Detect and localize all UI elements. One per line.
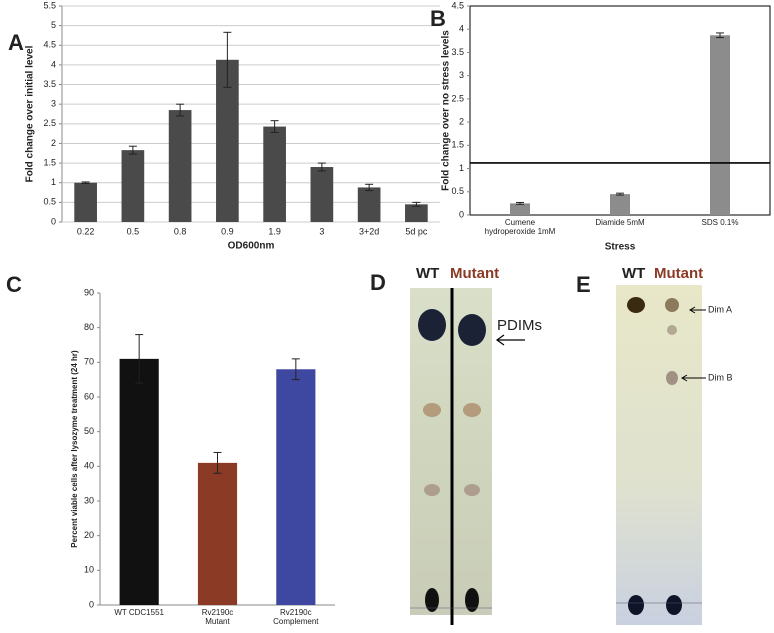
- y-tick-label: 3.5: [43, 79, 56, 89]
- bar: [74, 182, 97, 222]
- bar: [121, 150, 145, 222]
- bar: [119, 358, 159, 605]
- x-tick-label-box: Rv2190c Complement: [273, 608, 319, 626]
- y-tick-label: 0.5: [43, 197, 56, 207]
- x-tick-label: Diamide 5mM: [595, 218, 645, 227]
- panel-label: D: [370, 270, 386, 295]
- y-tick-label: 2: [459, 116, 464, 126]
- x-tick-label: Rv2190c Complement: [273, 608, 319, 626]
- y-tick-label: 4.5: [43, 40, 56, 50]
- y-tick-label: 0.5: [451, 186, 464, 196]
- y-tick-label: 0: [459, 209, 464, 219]
- y-tick-label: 40: [84, 461, 94, 471]
- y-tick-label: 90: [84, 287, 94, 297]
- x-tick-label-box: Diamide 5mM: [595, 218, 645, 227]
- annotation: Dim B: [708, 372, 733, 382]
- y-tick-label: 3.5: [451, 47, 464, 57]
- bar: [405, 204, 428, 222]
- lane-label: WT: [622, 265, 645, 282]
- y-tick-label: 80: [84, 322, 94, 332]
- x-tick-label-box: WT CDC1551: [114, 608, 164, 617]
- x-tick-label: 0.9: [221, 226, 234, 236]
- x-tick-label: SDS 0.1%: [701, 218, 739, 227]
- y-tick-label: 0: [89, 599, 94, 609]
- y-tick-label: 5.5: [43, 0, 56, 10]
- y-tick-label: 3: [459, 70, 464, 80]
- y-tick-label: 10: [84, 565, 94, 575]
- bar: [310, 167, 334, 222]
- y-axis-label: Fold change over initial level: [25, 45, 36, 182]
- x-tick-label: 3: [319, 226, 324, 236]
- panel-label: E: [576, 272, 591, 297]
- y-tick-label: 4: [51, 59, 56, 69]
- y-tick-label: 3: [51, 99, 56, 109]
- lane-label: WT: [416, 265, 439, 282]
- bar: [216, 59, 239, 222]
- y-tick-label: 1: [459, 163, 464, 173]
- x-tick-label: 0.22: [77, 226, 95, 236]
- x-tick-label-box: Rv2190c Mutant: [201, 608, 234, 626]
- bar: [168, 110, 192, 222]
- y-tick-label: 4.5: [451, 0, 464, 10]
- y-axis-label: Fold change over no stress levels: [441, 30, 452, 191]
- x-tick-label: Rv2190c Mutant: [201, 608, 234, 626]
- x-tick-label: 1.9: [268, 226, 281, 236]
- y-tick-label: 2.5: [43, 118, 56, 128]
- bar: [610, 194, 630, 215]
- y-axis-label: Percent viable cells after lysozyme trea…: [70, 350, 79, 548]
- y-tick-label: 0: [51, 216, 56, 226]
- x-tick-label-box: SDS 0.1%: [701, 218, 739, 227]
- y-tick-label: 2.5: [451, 93, 464, 103]
- panel-label: C: [6, 272, 22, 297]
- y-tick-label: 4: [459, 24, 464, 34]
- panel-label: B: [430, 6, 446, 31]
- y-tick-label: 60: [84, 391, 94, 401]
- y-tick-label: 2: [51, 138, 56, 148]
- y-tick-label: 1.5: [43, 157, 56, 167]
- x-axis-label: OD600nm: [228, 241, 275, 252]
- bar: [276, 369, 316, 605]
- y-tick-label: 30: [84, 495, 94, 505]
- bar: [263, 126, 286, 222]
- y-tick-label: 20: [84, 530, 94, 540]
- lane-label: Mutant: [450, 265, 499, 282]
- x-tick-label: 0.5: [127, 226, 140, 236]
- bar: [197, 462, 238, 605]
- bar: [510, 203, 530, 215]
- annotation: Dim A: [708, 304, 732, 314]
- plate-e: [616, 285, 706, 625]
- y-tick-label: 1: [51, 177, 56, 187]
- x-tick-label: Cumene hydroperoxide 1mM: [484, 218, 556, 236]
- lane-label: Mutant: [654, 265, 703, 282]
- x-tick-label: WT CDC1551: [114, 608, 164, 617]
- y-tick-label: 1.5: [451, 140, 464, 150]
- plate-d: [410, 288, 525, 625]
- annotation: PDIMs: [497, 317, 542, 334]
- y-tick-label: 5: [51, 20, 56, 30]
- panel-label: A: [8, 30, 24, 55]
- bar: [357, 187, 381, 222]
- bar: [710, 35, 730, 216]
- x-tick-label: 0.8: [174, 226, 187, 236]
- x-tick-label-box: Cumene hydroperoxide 1mM: [484, 218, 556, 236]
- y-tick-label: 70: [84, 357, 94, 367]
- x-tick-label: 3+2d: [359, 226, 379, 236]
- x-axis-label: Stress: [605, 242, 636, 253]
- y-tick-label: 50: [84, 426, 94, 436]
- x-tick-label: 5d pc: [405, 226, 428, 236]
